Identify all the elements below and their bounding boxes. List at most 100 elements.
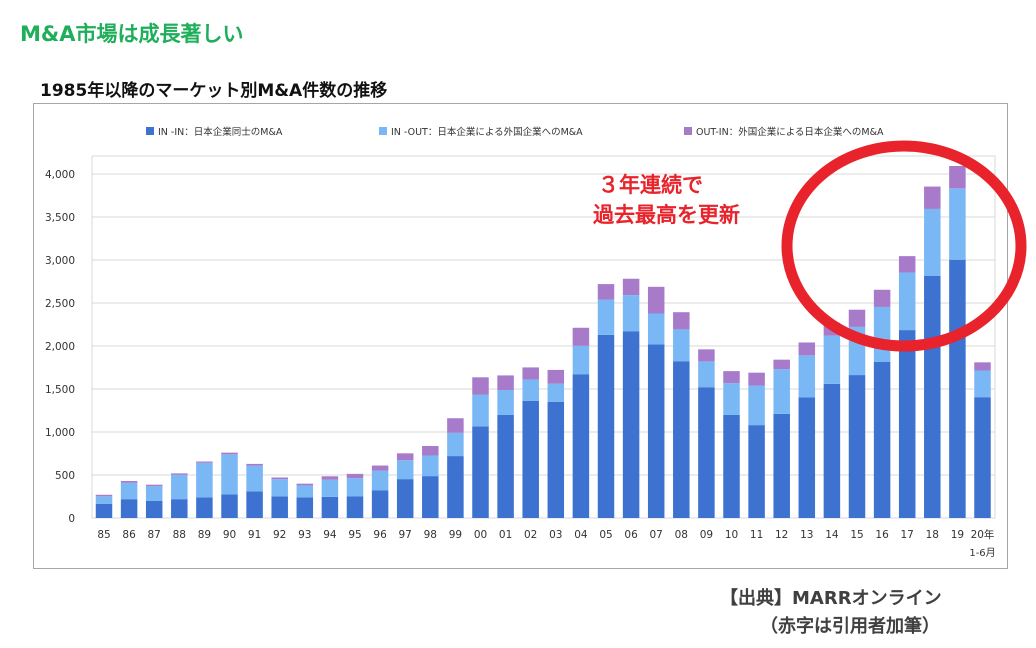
bar-segment <box>597 299 615 335</box>
bar-segment <box>145 484 163 487</box>
bar-segment <box>321 479 339 497</box>
x-axis-ticks: 85 86 87 88 89 90 91 92 93 94 95 96 97 98 99 00 01 02 03 04… <box>97 528 995 559</box>
bar-segment <box>171 474 188 500</box>
bar-segment <box>572 327 590 346</box>
bar-segment <box>271 479 288 497</box>
x-tick-label: 85 <box>97 529 110 541</box>
bar-segment <box>748 372 765 386</box>
bar-segment <box>873 306 891 362</box>
x-tick-label: 87 <box>148 529 161 541</box>
x-tick-label: 02 <box>524 529 537 541</box>
bar-segment <box>823 335 841 384</box>
x-tick-label: 13 <box>800 529 813 541</box>
bar-segment <box>246 465 263 492</box>
bar-segment <box>949 166 966 189</box>
x-tick-label: 16 <box>875 529 889 541</box>
x-tick-label: 92 <box>273 529 286 541</box>
bar-segment <box>422 455 439 477</box>
bar-segment <box>898 256 916 273</box>
x-tick-label: 15 <box>850 529 863 541</box>
x-tick-label: 10 <box>725 529 738 541</box>
bar-segment <box>196 497 213 518</box>
source-credit: 【出典】MARRオンライン <box>720 588 942 609</box>
bar-segment <box>723 383 740 415</box>
legend-swatch <box>379 127 387 135</box>
bar-segment <box>497 390 514 415</box>
bar-segment <box>346 496 364 518</box>
bar-segment <box>120 482 138 500</box>
x-tick-label: 88 <box>173 529 186 541</box>
bar-segment <box>773 359 790 370</box>
bar-segment <box>673 361 690 518</box>
bar-segment <box>221 494 238 518</box>
bar-segment <box>271 496 288 518</box>
bar-segment <box>597 334 615 518</box>
x-tick-label: 99 <box>449 529 462 541</box>
bar-segment <box>145 500 163 518</box>
bar-segment <box>95 503 113 518</box>
y-axis-ticks: 0 500 1,000 1,500 2,000 2,500 3,000 3,500 4,000 <box>45 169 75 525</box>
x-tick-label: 89 <box>198 529 211 541</box>
x-tick-sublabel: 1-6月 <box>969 547 995 559</box>
y-tick-label: 2,000 <box>45 341 75 353</box>
bar-segment <box>171 473 188 475</box>
bar-segment <box>497 414 514 518</box>
bar-segment <box>346 473 364 479</box>
x-tick-label: 01 <box>499 529 512 541</box>
x-tick-label: 00 <box>474 529 487 541</box>
legend-label: IN -OUT：日本企業による外国企業へのM&A <box>391 126 583 138</box>
x-tick-label: 98 <box>424 529 437 541</box>
x-tick-label: 12 <box>775 529 788 541</box>
legend-swatch <box>684 127 692 135</box>
x-tick-label: 03 <box>549 529 562 541</box>
y-tick-label: 3,500 <box>45 212 75 224</box>
bar-segment <box>296 485 314 498</box>
x-tick-label: 86 <box>122 529 136 541</box>
bar-segment <box>848 375 866 518</box>
bar-segment <box>924 208 941 276</box>
chart-title: 1985年以降のマーケット別M&A件数の推移 <box>40 81 388 101</box>
bar-segment <box>647 344 665 518</box>
y-tick-label: 1,000 <box>45 427 75 439</box>
y-tick-label: 500 <box>55 470 75 482</box>
x-tick-label: 06 <box>624 529 638 541</box>
bar-segment <box>798 397 816 518</box>
bar-segment <box>221 452 238 455</box>
y-tick-label: 3,000 <box>45 255 75 267</box>
x-tick-label: 17 <box>901 529 914 541</box>
bar-segment <box>221 454 238 495</box>
bar-segment <box>773 369 790 414</box>
bar-segment <box>522 379 539 401</box>
bar-segment <box>748 385 765 426</box>
y-tick-label: 2,500 <box>45 298 75 310</box>
callout-line-1: ３年連続で <box>598 173 703 197</box>
bar-segment <box>120 481 138 483</box>
x-tick-label: 93 <box>298 529 311 541</box>
x-tick-label: 94 <box>323 529 337 541</box>
bar-segment <box>246 463 263 466</box>
y-tick-label: 4,000 <box>45 169 75 181</box>
bar-segment <box>171 499 188 518</box>
x-tick-label: 04 <box>574 529 588 541</box>
callout-line-2: 過去最高を更新 <box>593 203 740 227</box>
legend-label: IN -IN：日本企業同士のM&A <box>158 126 283 138</box>
bar-segment <box>698 387 715 518</box>
bar-segment <box>748 425 765 518</box>
bar-segment <box>698 361 715 388</box>
x-tick-label: 18 <box>926 529 939 541</box>
highlight-circle <box>781 140 1027 352</box>
bar-segment <box>798 355 816 398</box>
legend-swatch <box>146 127 154 135</box>
page-heading: M&A市場は成長著しい <box>20 22 244 46</box>
x-tick-label: 07 <box>650 529 663 541</box>
bar-segment <box>974 362 991 371</box>
x-tick-label: 20年 <box>971 528 995 541</box>
bar-segment <box>873 361 891 518</box>
bar-segment <box>773 413 790 518</box>
bar-segment <box>120 499 138 518</box>
bar-segment <box>572 374 590 518</box>
bar-segment <box>723 371 740 384</box>
bar-segment <box>346 478 364 497</box>
bar-segment <box>522 400 539 518</box>
